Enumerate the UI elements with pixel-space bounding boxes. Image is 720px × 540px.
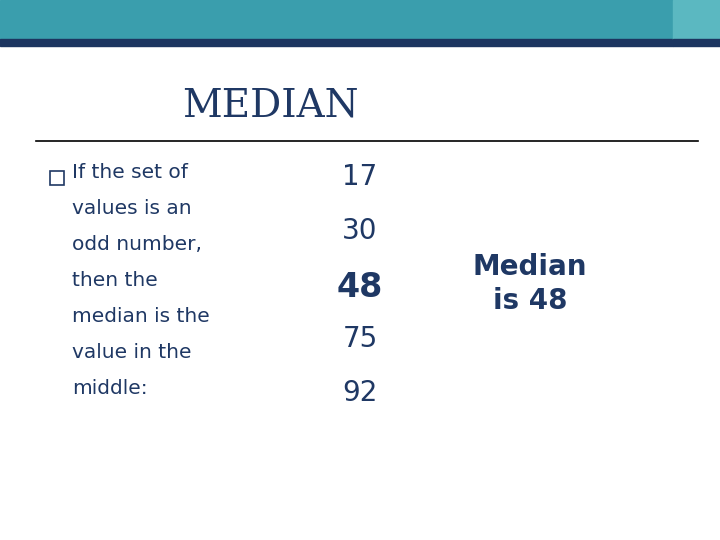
Text: median is the: median is the — [72, 307, 210, 326]
Text: then the: then the — [72, 271, 158, 290]
Text: values is an: values is an — [72, 199, 192, 218]
Text: 75: 75 — [343, 325, 377, 353]
Text: 48: 48 — [337, 271, 383, 304]
Text: 17: 17 — [343, 163, 377, 191]
Text: value in the: value in the — [72, 343, 192, 362]
Text: odd number,: odd number, — [72, 235, 202, 254]
Text: middle:: middle: — [72, 379, 148, 398]
Text: 92: 92 — [342, 379, 378, 407]
Text: MEDIAN: MEDIAN — [181, 88, 359, 125]
Bar — [0, 0, 673, 39]
Bar — [50, 171, 64, 185]
Text: is 48: is 48 — [492, 287, 567, 315]
Text: 30: 30 — [342, 217, 378, 245]
Text: If the set of: If the set of — [72, 163, 188, 182]
Text: Median: Median — [473, 253, 588, 281]
Bar — [673, 39, 720, 46]
Bar — [673, 0, 720, 39]
Bar — [0, 39, 673, 46]
